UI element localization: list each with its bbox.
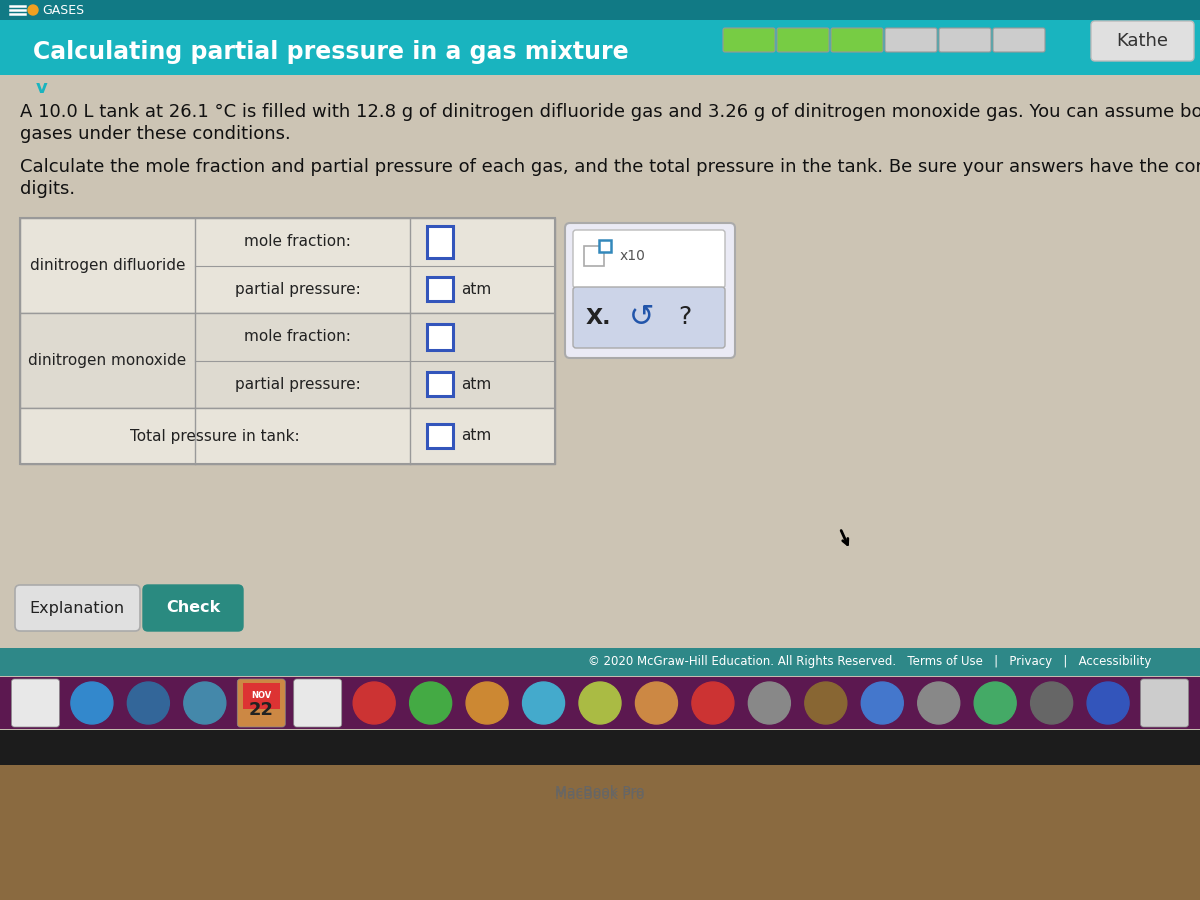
Circle shape <box>127 682 169 724</box>
FancyBboxPatch shape <box>12 679 60 727</box>
FancyBboxPatch shape <box>940 28 991 52</box>
FancyBboxPatch shape <box>574 287 725 348</box>
Circle shape <box>692 682 734 724</box>
Text: dinitrogen monoxide: dinitrogen monoxide <box>29 353 187 368</box>
FancyBboxPatch shape <box>1140 679 1188 727</box>
Circle shape <box>409 682 451 724</box>
FancyBboxPatch shape <box>574 230 725 288</box>
Text: digits.: digits. <box>20 180 76 198</box>
Circle shape <box>974 682 1016 724</box>
Bar <box>0 730 1200 765</box>
Circle shape <box>184 682 226 724</box>
Bar <box>20 218 554 313</box>
Circle shape <box>918 682 960 724</box>
Text: x10: x10 <box>620 249 646 263</box>
Text: Check: Check <box>166 600 220 616</box>
Text: atm: atm <box>461 282 491 297</box>
Text: mole fraction:: mole fraction: <box>244 234 350 249</box>
Text: ?: ? <box>678 305 691 329</box>
Bar <box>599 240 611 252</box>
FancyBboxPatch shape <box>778 28 829 52</box>
Text: Calculate the mole fraction and partial pressure of each gas, and the total pres: Calculate the mole fraction and partial … <box>20 158 1200 176</box>
Text: GASES: GASES <box>42 4 84 16</box>
FancyBboxPatch shape <box>994 28 1045 52</box>
Circle shape <box>28 5 38 15</box>
Bar <box>0 75 1200 655</box>
Text: Calculating partial pressure in a gas mixture: Calculating partial pressure in a gas mi… <box>34 40 629 64</box>
Circle shape <box>71 682 113 724</box>
Circle shape <box>466 682 508 724</box>
Text: partial pressure:: partial pressure: <box>235 377 360 392</box>
Text: NOV: NOV <box>251 691 271 700</box>
Circle shape <box>1031 682 1073 724</box>
Text: A 10.0 L tank at 26.1 °C is filled with 12.8 g of dinitrogen difluoride gas and : A 10.0 L tank at 26.1 °C is filled with … <box>20 103 1200 121</box>
Bar <box>427 424 454 448</box>
Text: Kathe: Kathe <box>1116 32 1168 50</box>
Bar <box>0 0 1200 730</box>
Text: partial pressure:: partial pressure: <box>235 282 360 297</box>
Bar <box>20 313 554 408</box>
Bar <box>0 760 1200 900</box>
Bar <box>0 648 1200 676</box>
Bar <box>427 226 454 257</box>
Text: gases under these conditions.: gases under these conditions. <box>20 125 290 143</box>
Bar <box>427 324 454 350</box>
Text: © 2020 McGraw-Hill Education. All Rights Reserved.   Terms of Use   |   Privacy : © 2020 McGraw-Hill Education. All Rights… <box>588 655 1152 669</box>
FancyBboxPatch shape <box>565 223 734 358</box>
FancyBboxPatch shape <box>1091 21 1194 61</box>
FancyBboxPatch shape <box>294 679 342 727</box>
Circle shape <box>1087 682 1129 724</box>
Text: mole fraction:: mole fraction: <box>244 329 350 344</box>
Bar <box>0 0 1200 20</box>
Circle shape <box>862 682 904 724</box>
Text: dinitrogen difluoride: dinitrogen difluoride <box>30 258 185 273</box>
Bar <box>427 277 454 302</box>
Text: Total pressure in tank:: Total pressure in tank: <box>130 428 300 444</box>
Circle shape <box>749 682 791 724</box>
Circle shape <box>353 682 395 724</box>
Text: ↺: ↺ <box>629 303 655 332</box>
Bar <box>584 246 604 266</box>
Text: atm: atm <box>461 377 491 392</box>
FancyBboxPatch shape <box>830 28 883 52</box>
Circle shape <box>636 682 678 724</box>
FancyBboxPatch shape <box>722 28 775 52</box>
FancyBboxPatch shape <box>143 585 242 631</box>
Text: atm: atm <box>461 428 491 444</box>
Bar <box>0 677 1200 729</box>
Text: 22: 22 <box>248 701 274 719</box>
Text: X.: X. <box>586 308 611 328</box>
Bar <box>0 0 1200 75</box>
Circle shape <box>522 682 564 724</box>
Bar <box>427 373 454 396</box>
Bar <box>20 408 554 464</box>
Circle shape <box>580 682 622 724</box>
FancyBboxPatch shape <box>886 28 937 52</box>
Text: Explanation: Explanation <box>30 600 125 616</box>
Text: v: v <box>36 79 48 97</box>
Bar <box>20 218 554 464</box>
FancyBboxPatch shape <box>238 679 286 727</box>
Circle shape <box>805 682 847 724</box>
Text: MacBook Pro: MacBook Pro <box>556 785 644 799</box>
Text: MacBook Pro: MacBook Pro <box>556 788 644 802</box>
FancyBboxPatch shape <box>14 585 140 631</box>
